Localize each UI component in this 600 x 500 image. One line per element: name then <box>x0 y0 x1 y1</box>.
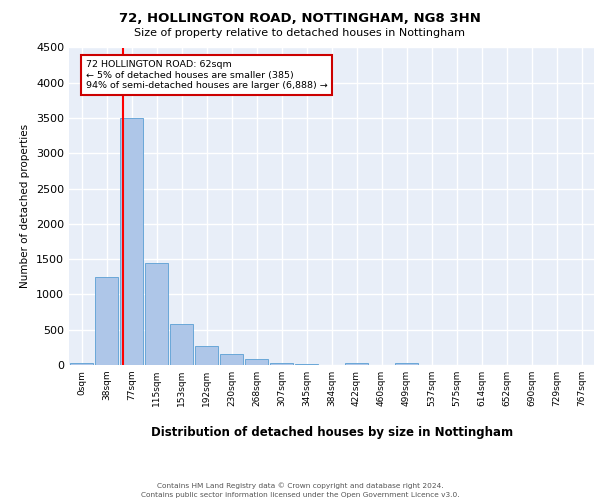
Text: Distribution of detached houses by size in Nottingham: Distribution of detached houses by size … <box>151 426 513 439</box>
Bar <box>170 324 193 365</box>
Text: Contains HM Land Registry data © Crown copyright and database right 2024.: Contains HM Land Registry data © Crown c… <box>157 482 443 489</box>
Bar <box>345 363 368 365</box>
Y-axis label: Number of detached properties: Number of detached properties <box>20 124 31 288</box>
Bar <box>395 363 418 365</box>
Text: Contains public sector information licensed under the Open Government Licence v3: Contains public sector information licen… <box>140 492 460 498</box>
Text: 72 HOLLINGTON ROAD: 62sqm
← 5% of detached houses are smaller (385)
94% of semi-: 72 HOLLINGTON ROAD: 62sqm ← 5% of detach… <box>86 60 328 90</box>
Bar <box>70 363 93 365</box>
Bar <box>295 364 318 365</box>
Text: 72, HOLLINGTON ROAD, NOTTINGHAM, NG8 3HN: 72, HOLLINGTON ROAD, NOTTINGHAM, NG8 3HN <box>119 12 481 26</box>
Text: Size of property relative to detached houses in Nottingham: Size of property relative to detached ho… <box>134 28 466 38</box>
Bar <box>270 363 293 365</box>
Bar <box>220 354 243 365</box>
Bar <box>120 118 143 365</box>
Bar <box>195 346 218 365</box>
Bar <box>245 360 268 365</box>
Bar <box>95 277 118 365</box>
Bar <box>145 262 168 365</box>
